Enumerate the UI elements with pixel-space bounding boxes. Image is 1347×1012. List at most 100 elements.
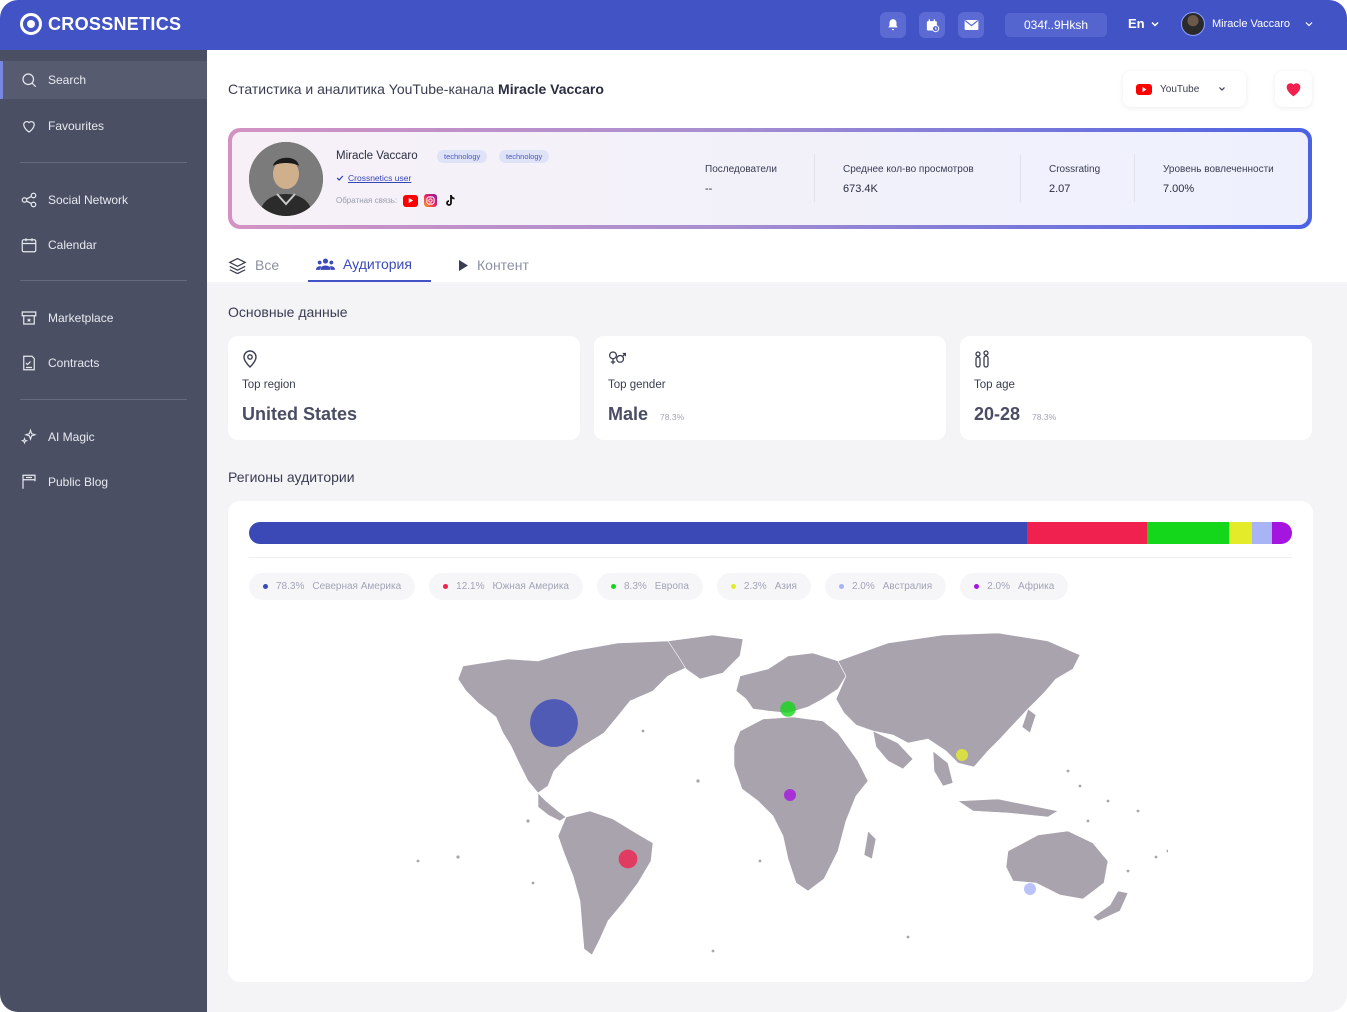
- region-bar-segment[interactable]: [1026, 522, 1147, 544]
- divider: [249, 557, 1292, 558]
- stat-avg-views: Среднее кол-во просмотров 673.4K: [843, 164, 974, 195]
- region-bubble[interactable]: [956, 749, 968, 761]
- region-bar-segment[interactable]: [1272, 522, 1292, 544]
- region-legend-chip[interactable]: 12.1% Южная Америка: [429, 573, 583, 600]
- chevron-down-icon: [1305, 22, 1313, 27]
- region-bar-segment[interactable]: [1252, 522, 1273, 544]
- check-icon: [336, 175, 344, 181]
- profile-name: Miracle Vaccaro: [336, 150, 418, 162]
- region-legend-chip[interactable]: 2.3% Азия: [716, 573, 811, 600]
- location-pin-icon: [243, 350, 257, 368]
- world-map: [416, 632, 1168, 956]
- top-region-card: Top region United States: [228, 336, 580, 440]
- calendar-icon: [21, 238, 37, 253]
- crossnetics-user-link[interactable]: Crossnetics user: [336, 173, 411, 183]
- region-distribution-bar: [249, 522, 1292, 544]
- legend-region-name: Европа: [654, 581, 689, 592]
- sidebar-item-favourites[interactable]: Favourites: [0, 107, 207, 145]
- language-selector[interactable]: En: [1128, 16, 1160, 31]
- tag-badge[interactable]: technology: [499, 150, 550, 163]
- brand-logo[interactable]: CROSSNETICS: [20, 13, 181, 35]
- stat-value: --: [705, 183, 713, 195]
- stat-label: Последователи: [705, 164, 777, 175]
- region-bubble[interactable]: [618, 849, 638, 869]
- region-bar-segment[interactable]: [1146, 522, 1230, 544]
- region-bubble[interactable]: [784, 789, 796, 801]
- sidebar-item-public-blog[interactable]: Public Blog: [0, 463, 207, 501]
- user-menu[interactable]: Miracle Vaccaro: [1181, 12, 1315, 36]
- heart-icon: [1286, 82, 1301, 96]
- sidebar-item-label: Contracts: [48, 356, 100, 370]
- sidebar-item-calendar[interactable]: Calendar: [0, 226, 207, 264]
- section-title-basic: Основные данные: [228, 304, 348, 320]
- region-bar-segment[interactable]: [1229, 522, 1253, 544]
- chevron-down-icon: [1219, 87, 1226, 91]
- region-legend-chip[interactable]: 78.3% Северная Америка: [249, 573, 416, 600]
- sparkles-icon: [20, 428, 37, 445]
- sidebar-item-ai-magic[interactable]: AI Magic: [0, 418, 207, 456]
- region-bubble[interactable]: [1024, 883, 1036, 895]
- top-age-card: Top age 20-28 78.3%: [960, 336, 1312, 440]
- region-legend-chip[interactable]: 8.3% Европа: [597, 573, 703, 600]
- feedback-label: Обратная связь:: [336, 196, 398, 205]
- tag-badge[interactable]: technology: [437, 150, 488, 163]
- sidebar-item-search[interactable]: Search: [0, 61, 207, 99]
- tab-audience[interactable]: Аудитория: [308, 248, 431, 282]
- tiktok-icon[interactable]: [443, 194, 458, 207]
- stat-crossrating: Crossrating 2.07: [1049, 164, 1100, 195]
- region-bubble[interactable]: [780, 701, 796, 717]
- region-bubbles: [530, 699, 1036, 895]
- tab-content[interactable]: Контент: [431, 248, 529, 282]
- section-title-regions: Регионы аудитории: [228, 469, 355, 485]
- age-icon: [975, 350, 989, 368]
- region-legend: 78.3% Северная Америка 12.1% Южная Америка 8…: [249, 573, 1069, 600]
- legend-dot-icon: [974, 584, 980, 589]
- sidebar-item-label: Social Network: [48, 193, 129, 207]
- play-icon: [459, 259, 468, 271]
- region-bubble[interactable]: [530, 699, 578, 747]
- legend-percent: 2.0%: [851, 581, 875, 592]
- chevron-down-icon: [1151, 21, 1159, 27]
- platform-select[interactable]: YouTube: [1123, 71, 1246, 107]
- legend-region-name: Австралия: [882, 581, 933, 592]
- platform-label: YouTube: [1160, 83, 1200, 95]
- favourite-button[interactable]: [1275, 71, 1312, 107]
- legend-percent: 12.1%: [456, 581, 485, 592]
- sidebar: Search Favourites Social Network Calenda…: [0, 50, 207, 1012]
- card-value: Male 78.3%: [608, 404, 684, 425]
- sidebar-item-label: Calendar: [48, 238, 97, 252]
- legend-dot-icon: [611, 584, 616, 589]
- region-legend-chip[interactable]: 2.0% Африка: [960, 573, 1069, 600]
- wallet-address-button[interactable]: 034f..9Hksh: [1005, 13, 1107, 37]
- sidebar-item-label: Public Blog: [48, 475, 109, 489]
- sidebar-item-social-network[interactable]: Social Network: [0, 181, 207, 219]
- tab-label: Аудитория: [343, 256, 412, 272]
- region-bar-segment[interactable]: [249, 522, 1027, 544]
- legend-dot-icon: [730, 584, 736, 589]
- region-legend-chip[interactable]: 2.0% Австралия: [824, 573, 947, 600]
- stat-value: 7.00%: [1163, 183, 1195, 195]
- avatar: [1181, 12, 1205, 36]
- legend-percent: 8.3%: [624, 581, 647, 592]
- crossnetics-user-label: Crossnetics user: [348, 173, 412, 183]
- page-title-prefix: Статистика и аналитика YouTube-канала: [228, 81, 499, 97]
- youtube-icon[interactable]: [403, 194, 419, 207]
- instagram-icon[interactable]: [424, 194, 438, 207]
- tab-all[interactable]: Все: [228, 248, 308, 282]
- mail-icon[interactable]: [958, 12, 984, 38]
- stat-label: Уровень вовлеченности: [1163, 164, 1274, 175]
- legend-percent: 78.3%: [276, 581, 305, 592]
- search-icon: [22, 73, 37, 88]
- card-value: 20-28 78.3%: [974, 404, 1056, 425]
- stat-value: 2.07: [1049, 183, 1071, 195]
- sidebar-divider: [20, 162, 187, 163]
- bell-icon[interactable]: [880, 12, 906, 38]
- sidebar-item-contracts[interactable]: Contracts: [0, 344, 207, 382]
- card-label: Top region: [242, 379, 296, 391]
- legend-region-name: Южная Америка: [492, 581, 569, 592]
- sidebar-item-marketplace[interactable]: Marketplace: [0, 299, 207, 337]
- calendar-clock-icon[interactable]: [919, 12, 945, 38]
- feedback-row: Обратная связь:: [336, 194, 458, 207]
- legend-region-name: Африка: [1017, 581, 1055, 592]
